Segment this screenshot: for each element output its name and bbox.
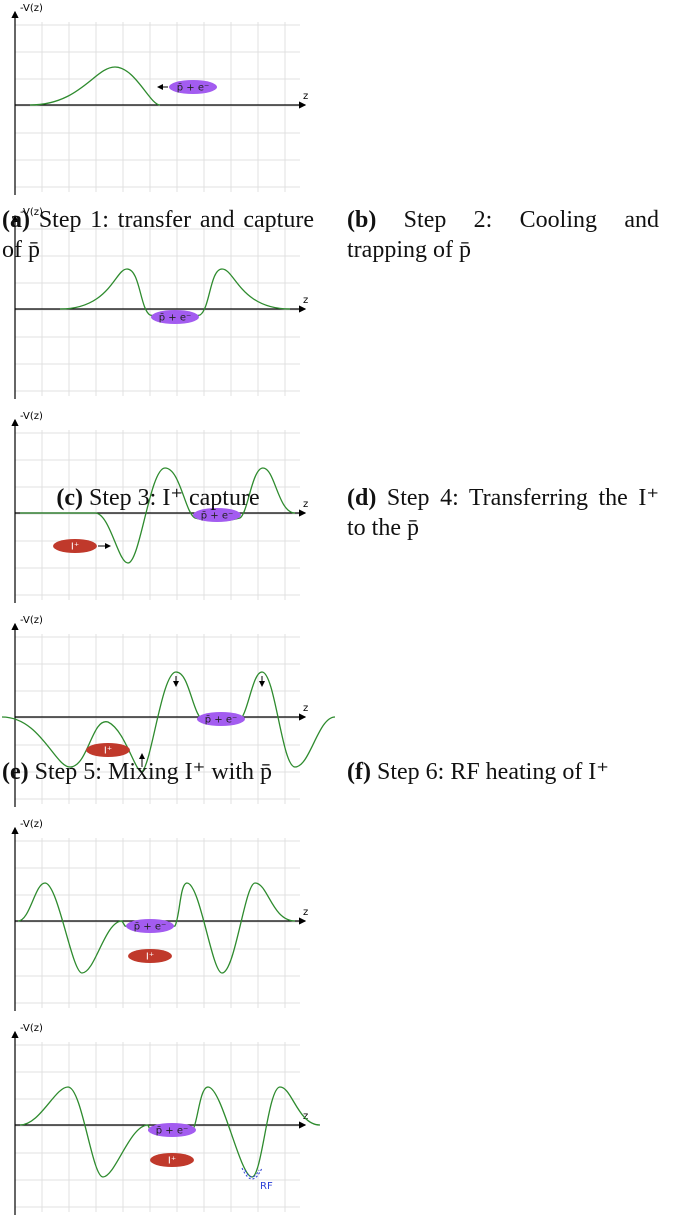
caption-label: (c) [56,485,83,511]
particle-label: p̄ + e⁻ [201,511,234,522]
particle-label: I⁺ [146,952,154,963]
particle-label: I⁺ [71,542,79,553]
caption: (b) Step 2: Cooling and trapping of p̄ [347,205,659,265]
page: -V(z) z p̄ + e⁻ (a) Step 1: transfer and ca… [1,3,660,1215]
x-axis-label: z [303,91,308,102]
y-axis-label: -V(z) [20,207,43,218]
diagram: -V(z) z p̄ + e⁻ I⁺ [11,411,308,603]
diagram: -V(z)zp̄ + e⁻I⁺RF [11,1023,321,1215]
particle-label: p̄ + e⁻ [134,922,167,933]
rf-label: RF [260,1181,273,1192]
caption-text: Step 2: Cooling and trapping of p̄ [347,207,659,263]
caption-text: Step 4: Transferring the I⁺ to the p̄ [347,485,660,541]
particle-label: p̄ + e⁻ [177,83,210,94]
caption: (c) Step 3: I⁺ capture [2,483,314,513]
particle-label: p̄ + e⁻ [156,1126,189,1137]
caption-text: Step 3: I⁺ capture [89,485,260,511]
diagram: -V(z) z p̄ + e⁻ I⁺ [1,615,336,807]
caption: (d) Step 4: Transferring the I⁺ to the p… [347,483,659,543]
panel: -V(z) z p̄ + e⁻ I⁺ [0,816,685,1020]
y-axis-label: -V(z) [20,1023,43,1034]
y-axis-label: -V(z) [20,819,43,830]
potential-curve [29,66,161,106]
y-axis-label: -V(z) [20,615,43,626]
panel: -V(z) z p̄ + e⁻ I⁺ [0,612,685,816]
particle-cloud [197,712,245,726]
particle-label: p̄ + e⁻ [159,313,192,324]
particle-cloud [169,80,217,94]
particle-cloud [151,310,199,324]
caption-label: (e) [2,759,29,785]
particle-label: p̄ + e⁻ [205,715,238,726]
caption-text: Step 5: Mixing I⁺ with p̄ [34,759,272,785]
caption-label: (d) [347,485,377,511]
y-axis-label: -V(z) [20,3,43,14]
particle-label: I⁺ [104,746,112,757]
caption-label: (f) [347,759,371,785]
particle-label: I⁺ [168,1156,176,1167]
potential-curve [20,467,296,564]
caption-text: Step 6: RF heating of I⁺ [376,759,609,785]
diagram: -V(z) z p̄ + e⁻ [11,3,308,195]
diagram: -V(z) z p̄ + e⁻ [11,207,308,399]
x-axis-label: z [303,703,308,714]
panel: -V(z) z p̄ + e⁻ I⁺ [0,408,685,612]
x-axis-label: z [303,295,308,306]
particle-cloud [86,743,130,757]
caption-label: (a) [2,207,30,233]
y-axis-label: -V(z) [20,411,43,422]
x-axis-label: z [303,907,308,918]
diagram: -V(z) z p̄ + e⁻ I⁺ [11,819,308,1011]
panel: -V(z) z p̄ + e⁻ I⁺ RF [0,1020,685,1224]
panel: -V(z) z p̄ + e⁻ [0,204,685,408]
caption: (a) Step 1: transfer and capture of p̄ [2,205,314,265]
caption-text: Step 1: transfer and capture of p̄ [2,207,314,263]
caption: (e) Step 5: Mixing I⁺ with p̄ [2,757,314,787]
potential-curve [1,671,336,773]
particle-cloud [53,539,97,553]
caption: (f) Step 6: RF heating of I⁺ [347,757,659,787]
caption-label: (b) [347,207,377,233]
particle-cloud [193,508,241,522]
panel: -V(z) z p̄ + e⁻ [0,0,685,204]
x-axis-label: z [303,499,308,510]
